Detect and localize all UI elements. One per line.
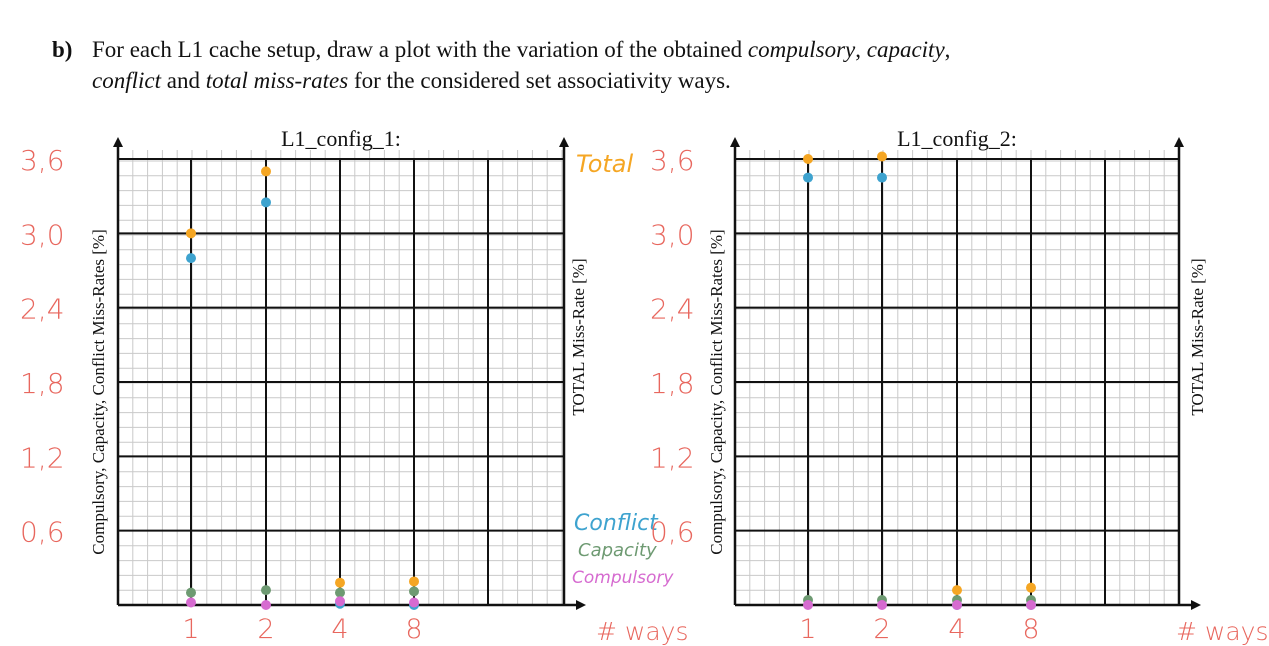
chart-l1-config-1: L1_config_1: Compulsory, Capacity, Confli…: [20, 126, 688, 646]
legend-total: Total: [576, 150, 633, 178]
x-tick-label: 4: [331, 614, 348, 645]
data-point-compulsory: [335, 596, 345, 607]
chart-l1-config-2: L1_config_2: Compulsory, Capacity, Confli…: [650, 126, 1268, 646]
data-point-compulsory: [877, 600, 887, 610]
question-tail: for the considered set associativity way…: [348, 68, 731, 93]
y-tick-label: 2,4: [650, 293, 695, 326]
x-tick-label: 2: [873, 614, 890, 645]
question-line1: For each L1 cache setup, draw a plot wit…: [92, 37, 748, 62]
legend-compulsory: Compulsory: [572, 568, 674, 588]
data-point-capacity: [409, 586, 419, 597]
y-tick-label: 0,6: [650, 516, 695, 549]
data-point-total: [261, 166, 271, 177]
term-compulsory: compulsory: [747, 37, 856, 62]
data-point-total: [952, 585, 962, 596]
x-tick-label: 8: [405, 614, 422, 645]
y2-axis-label: TOTAL Miss-Rate [%]: [1188, 258, 1207, 415]
data-point-conflict: [261, 197, 271, 208]
term-capacity: capacity: [866, 37, 945, 62]
y-tick-label: 3,0: [20, 218, 65, 251]
data-point-total: [877, 151, 887, 162]
term-conflict: conflict: [92, 68, 161, 93]
y-tick-label: 1,2: [650, 441, 695, 474]
data-point-capacity: [186, 587, 196, 598]
data-point-compulsory: [803, 600, 813, 610]
y-tick-label: 3,6: [650, 144, 695, 177]
x-axis-arrow-icon: [576, 600, 586, 610]
data-point-total: [1026, 582, 1036, 593]
y-tick-label: 1,8: [650, 367, 695, 400]
data-point-total: [186, 228, 196, 239]
data-point-capacity: [261, 585, 271, 596]
x-tick-label: 1: [799, 614, 816, 645]
y-axis-arrow-icon: [113, 137, 123, 147]
data-point-compulsory: [261, 600, 271, 610]
data-point-compulsory: [1026, 600, 1036, 610]
x-tick-label: 8: [1022, 614, 1039, 645]
chart-title: L1_config_2:: [897, 126, 1017, 151]
x-axis-label: # ways: [1176, 617, 1268, 646]
question-text: b) For each L1 cache setup, draw a plot w…: [52, 34, 1232, 96]
x-tick-label: 2: [257, 614, 274, 645]
legend-capacity: Capacity: [578, 540, 657, 561]
x-tick-label: 1: [182, 614, 199, 645]
data-point-total: [803, 154, 813, 164]
data-point-compulsory: [186, 597, 196, 608]
data-point-conflict: [186, 253, 196, 264]
y-axis-arrow-icon: [1174, 137, 1184, 147]
x-axis-arrow-icon: [1191, 600, 1201, 610]
connector-text: and: [160, 68, 206, 93]
term-total: total miss-rates: [205, 68, 349, 93]
legend-conflict: Conflict: [574, 511, 659, 536]
data-point-total: [409, 576, 419, 587]
y-tick-label: 1,2: [20, 441, 65, 474]
y-tick-label: 0,6: [20, 516, 65, 549]
question-line2: conflict and total miss-rates for the co…: [52, 65, 1232, 96]
y-tick-label: 3,0: [650, 218, 695, 251]
y-axis-arrow-icon: [730, 137, 740, 147]
data-point-conflict: [877, 172, 887, 183]
data-point-compulsory: [952, 600, 962, 610]
y-axis-label: Compulsory, Capacity, Conflict Miss-Rate…: [707, 229, 726, 554]
y-axis-arrow-icon: [559, 137, 569, 147]
y2-axis-label: TOTAL Miss-Rate [%]: [569, 258, 588, 415]
separator: ,: [944, 37, 951, 62]
data-point-conflict: [803, 172, 813, 183]
x-axis-label: # ways: [596, 617, 688, 646]
data-point-compulsory: [409, 597, 419, 608]
x-tick-label: 4: [948, 614, 965, 645]
separator: ,: [855, 37, 867, 62]
chart-title: L1_config_1:: [281, 126, 401, 151]
y-tick-label: 1,8: [20, 367, 65, 400]
y-tick-label: 3,6: [20, 144, 65, 177]
data-point-total: [335, 577, 345, 588]
y-tick-label: 2,4: [20, 293, 65, 326]
data-point-capacity: [335, 587, 345, 598]
y-axis-label: Compulsory, Capacity, Conflict Miss-Rate…: [89, 229, 108, 554]
question-label: b): [52, 37, 73, 62]
